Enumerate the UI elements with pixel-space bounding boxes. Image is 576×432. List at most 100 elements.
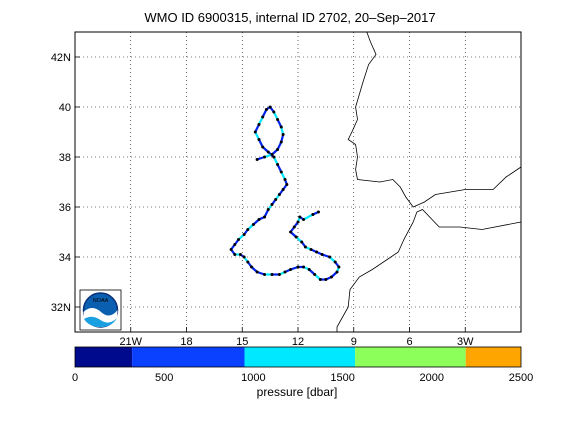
lat-tick-label: 34 [59, 252, 71, 264]
float-position-point [294, 235, 298, 239]
float-position-point [307, 268, 311, 271]
float-position-point [335, 270, 339, 274]
track-segment [303, 213, 314, 221]
float-position-point [302, 218, 306, 221]
float-position-point [229, 248, 233, 251]
map-grid [75, 32, 521, 332]
coastline [416, 209, 522, 230]
float-position-point [303, 245, 307, 249]
float-position-point [320, 253, 324, 256]
float-position-point [274, 198, 278, 201]
coastline [347, 31, 522, 208]
float-position-point [277, 273, 281, 276]
noaa-logo: NOAA [79, 289, 122, 331]
float-position-point [300, 240, 304, 244]
colorbar-tick-label: 1500 [330, 372, 354, 384]
map-frame [74, 31, 522, 333]
float-position-point [289, 268, 293, 271]
lat-tick-label: 42N [51, 52, 71, 64]
float-position-point [268, 105, 272, 109]
float-position-point [257, 123, 261, 126]
noaa-logo-text: NOAA [93, 298, 109, 304]
colorbar-frame [74, 346, 522, 368]
float-position-point [281, 133, 285, 136]
float-position-point [270, 203, 274, 206]
float-position-point [242, 233, 246, 236]
float-position-point [272, 110, 276, 114]
lat-tick-label: 32N [51, 302, 71, 314]
lat-tick-label: 40 [59, 102, 71, 114]
float-position-point [233, 253, 237, 256]
lon-tick-label: 21W [119, 336, 142, 348]
float-position-point [261, 115, 265, 119]
colorbar-tick-label: 2500 [509, 372, 533, 384]
float-position-point [328, 255, 332, 259]
float-position-point [276, 148, 280, 151]
float-position-point [250, 265, 254, 269]
float-position-point [333, 260, 337, 264]
float-position-point [279, 140, 283, 144]
float-position-point [289, 230, 293, 234]
float-position-point [276, 118, 280, 121]
colorbar-tick-label: 500 [155, 372, 173, 384]
colorbar-ticks: 0 500 1000 1500 2000 2500 [72, 372, 533, 384]
lon-tick-label: 6 [406, 336, 412, 348]
colorbar-label: pressure [dbar] [257, 385, 338, 399]
coastline [336, 211, 418, 332]
float-position-point [263, 215, 267, 219]
longitude-tick-labels: 21W 18 15 12 9 6 3W [119, 336, 474, 348]
float-position-point [285, 183, 289, 186]
colorbar-band [465, 347, 521, 367]
lon-tick-label: 9 [351, 336, 357, 348]
float-position-point [251, 223, 255, 226]
float-position-point [263, 155, 267, 159]
lat-tick-label: 38 [59, 152, 71, 164]
float-position-point [253, 130, 257, 134]
float-position-point [276, 163, 280, 166]
map-panel: 32N 34 36 38 40 42N 21W 18 15 12 9 6 3W NOAA [51, 31, 522, 348]
float-track [229, 105, 341, 281]
figure-title: WMO ID 6900315, internal ID 2702, 20–Sep… [144, 10, 435, 25]
float-position-point [309, 248, 313, 251]
pressure-colorbar: 0 500 1000 1500 2000 2500 pressure [dbar] [72, 346, 533, 399]
float-position-point [257, 218, 261, 221]
colorbar-band [244, 347, 356, 367]
float-position-point [292, 225, 296, 229]
float-position-point [263, 273, 267, 276]
float-position-point [272, 155, 276, 159]
float-position-point [270, 273, 274, 276]
float-position-point [255, 270, 259, 274]
float-position-point [237, 238, 241, 241]
float-position-point [246, 260, 250, 264]
float-position-point [261, 145, 265, 149]
float-position-point [311, 213, 315, 216]
lon-tick-label: 3W [457, 336, 474, 348]
lon-tick-label: 18 [180, 336, 192, 348]
float-position-point [296, 220, 300, 224]
float-position-point [266, 208, 270, 211]
float-position-point [246, 228, 250, 231]
float-position-point [238, 253, 242, 256]
float-position-point [255, 158, 259, 161]
float-position-point [302, 265, 306, 269]
float-position-point [264, 108, 268, 111]
float-position-point [279, 125, 283, 129]
latitude-tick-labels: 32N 34 36 38 40 42N [51, 52, 71, 314]
float-position-point [279, 170, 283, 174]
lat-tick-label: 36 [59, 202, 71, 214]
colorbar-tick-label: 1000 [241, 372, 265, 384]
float-position-point [324, 278, 328, 281]
float-position-point [329, 275, 333, 279]
lon-tick-label: 12 [292, 336, 304, 348]
float-position-point [316, 210, 320, 214]
float-position-point [283, 178, 287, 181]
float-position-point [298, 215, 302, 219]
float-position-point [270, 153, 274, 156]
float-position-point [315, 250, 319, 254]
float-position-point [318, 278, 322, 281]
float-position-point [313, 273, 317, 276]
float-position-point [283, 270, 287, 274]
coastline-layer [336, 31, 522, 332]
float-position-point [337, 265, 341, 269]
